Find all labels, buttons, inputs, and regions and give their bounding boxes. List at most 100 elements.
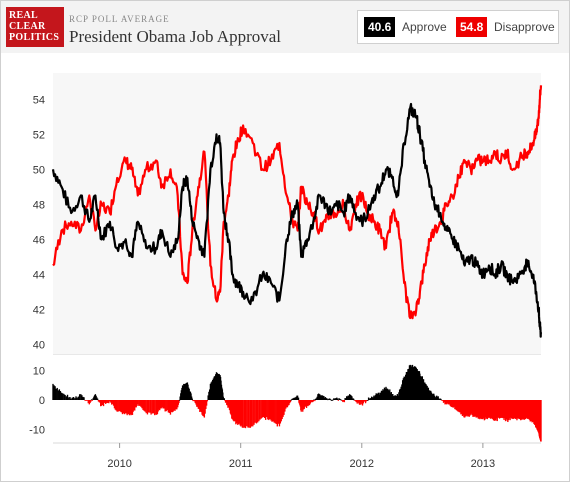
spread-bar <box>129 400 131 415</box>
spread-bar <box>502 400 504 419</box>
spread-bar <box>290 399 292 401</box>
spread-bar <box>385 386 387 400</box>
spread-bar <box>500 400 502 418</box>
spread-bar <box>509 400 511 421</box>
spread-bar <box>194 400 196 404</box>
spread-bar <box>464 400 467 417</box>
spread-bar <box>490 400 492 419</box>
spread-bar <box>121 400 124 415</box>
spread-bar <box>484 400 486 420</box>
spread-bar <box>388 391 390 400</box>
spread-bar <box>373 395 375 400</box>
spread-bar <box>158 400 160 410</box>
spread-bar <box>106 400 108 404</box>
spread-bar <box>456 400 458 411</box>
spread-bar <box>60 392 63 400</box>
spread-bar <box>437 396 439 400</box>
spread-bar <box>313 399 315 401</box>
spread-bar <box>247 400 249 428</box>
spread-bar <box>479 400 482 419</box>
spread-bar <box>409 364 411 400</box>
spread-bar <box>128 400 131 416</box>
spread-bar <box>100 400 102 407</box>
spread-bar <box>387 389 389 400</box>
spread-bar <box>134 400 136 411</box>
spread-bar <box>319 394 321 400</box>
spread-bar <box>268 400 270 421</box>
spread-bar <box>100 400 103 406</box>
spread-bar <box>208 391 210 400</box>
spread-bar <box>193 400 195 401</box>
spread-bar <box>358 400 361 405</box>
spread-bar <box>195 400 197 405</box>
spread-bar <box>468 400 470 417</box>
spread-bar <box>95 395 97 400</box>
spread-bar <box>463 400 465 418</box>
spread-bar <box>136 400 138 406</box>
spread-bar <box>155 400 157 415</box>
spread-bar <box>211 381 213 400</box>
spread-bar <box>328 398 330 400</box>
spread-bar <box>244 400 247 429</box>
rcp-logo[interactable]: REAL CLEAR POLITICS <box>6 7 64 47</box>
spread-bar <box>104 400 107 404</box>
spread-bar <box>176 400 178 410</box>
disapprove-legend-label: Disapprove <box>494 20 555 34</box>
spread-bar <box>439 398 442 400</box>
spread-bar <box>354 400 356 401</box>
spread-bar <box>93 396 95 400</box>
spread-bar <box>273 400 275 423</box>
spread-bar <box>398 389 401 400</box>
spread-bar <box>249 400 252 428</box>
main-plot-panel <box>53 73 541 355</box>
spread-bar <box>316 396 318 400</box>
spread-bar <box>334 398 336 400</box>
spread-bar <box>199 400 201 412</box>
spread-bar <box>133 400 135 411</box>
spread-bar <box>351 396 353 400</box>
spread-bar <box>151 400 153 414</box>
spread-bar <box>242 400 244 428</box>
spread-bar <box>308 400 311 406</box>
spread-bar <box>210 382 212 400</box>
spread-bar <box>449 400 452 406</box>
spread-bar <box>470 400 473 414</box>
spread-bar <box>335 398 337 400</box>
spread-bar <box>459 400 461 413</box>
spread-bar <box>308 400 310 406</box>
spread-bar <box>339 398 341 400</box>
spread-bar <box>172 400 174 412</box>
spread-bar <box>496 400 498 422</box>
spread-bar <box>80 394 82 400</box>
spread-bar <box>53 385 55 400</box>
spread-bar <box>501 400 504 418</box>
spread-bar <box>159 400 162 409</box>
spread-bar <box>405 371 408 400</box>
spread-bar <box>348 395 350 400</box>
chart-header: REAL CLEAR POLITICS RCP POLL AVERAGE Pre… <box>1 1 569 54</box>
spread-bar <box>376 393 378 400</box>
spread-bar <box>325 398 327 400</box>
disapprove-value-badge: 54.8 <box>456 17 488 37</box>
spread-bar <box>488 400 490 418</box>
approve-series-line <box>51 102 543 338</box>
spread-bar <box>288 400 290 406</box>
spread-bar <box>467 400 469 417</box>
spread-bar <box>52 383 54 400</box>
y-tick-label: 48 <box>33 199 45 211</box>
spread-bar <box>169 400 172 415</box>
spread-bar <box>361 400 363 405</box>
spread-bar <box>331 399 333 401</box>
x-tick-label: 2011 <box>229 458 253 470</box>
spread-bar <box>368 399 371 400</box>
spread-bar <box>330 399 332 401</box>
spread-bar <box>483 400 486 421</box>
spread-tick-label: 10 <box>33 366 45 378</box>
spread-bar <box>135 400 137 408</box>
spread-bar <box>222 392 224 400</box>
spread-bar <box>366 400 368 401</box>
spread-bar <box>192 400 194 402</box>
spread-bar <box>414 366 416 400</box>
spread-bar <box>137 400 139 405</box>
spread-bar <box>371 397 374 400</box>
